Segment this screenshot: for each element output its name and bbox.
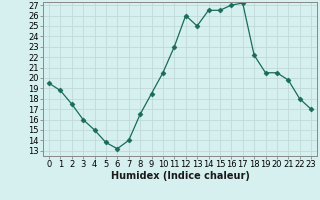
X-axis label: Humidex (Indice chaleur): Humidex (Indice chaleur) <box>111 171 249 181</box>
